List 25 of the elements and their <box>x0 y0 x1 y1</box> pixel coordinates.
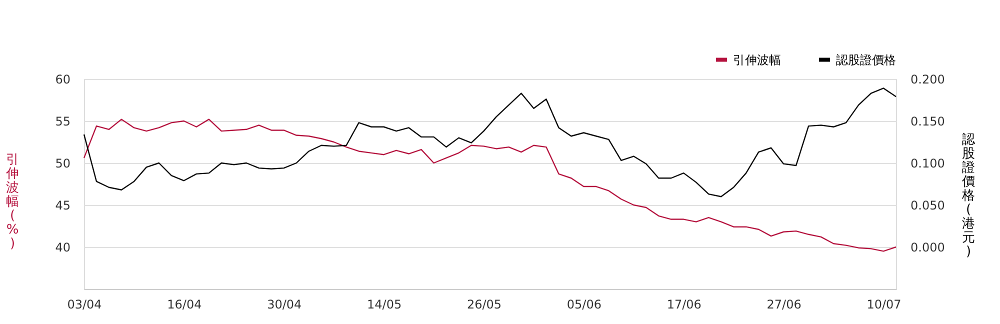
y-axis-title: 引伸波幅(%) <box>5 152 19 252</box>
y-tick-label: 50 <box>55 156 70 170</box>
x-tick-label: 17/06 <box>666 298 702 312</box>
x-tick-label: 27/06 <box>766 298 802 312</box>
y2-tick-label: 0.200 <box>910 72 945 86</box>
legend-label: 引伸波幅 <box>733 52 781 67</box>
y2-tick-label: 0.000 <box>910 240 945 254</box>
line-series <box>83 88 897 198</box>
x-tick-label: 03/04 <box>67 298 102 312</box>
y2-tick-label: 0.150 <box>910 114 945 128</box>
y-tick-label: 60 <box>55 72 70 86</box>
x-tick-label: 14/05 <box>367 298 402 312</box>
legend-label: 認股證價格 <box>836 52 896 67</box>
x-tick-label: 05/06 <box>566 298 602 312</box>
y-tick-label: 40 <box>55 240 70 254</box>
x-tick-label: 10/07 <box>866 298 902 312</box>
y-tick-label: 55 <box>55 114 70 128</box>
line-series <box>83 118 897 252</box>
x-tick-label: 16/04 <box>167 298 202 312</box>
x-tick-label: 30/04 <box>267 298 302 312</box>
y2-tick-label: 0.100 <box>910 156 945 170</box>
y-tick-label: 45 <box>55 198 70 212</box>
y2-tick-label: 0.050 <box>910 198 945 212</box>
text: 認股證價格(港元) <box>962 132 975 260</box>
x-tick-label: 26/05 <box>466 298 502 312</box>
